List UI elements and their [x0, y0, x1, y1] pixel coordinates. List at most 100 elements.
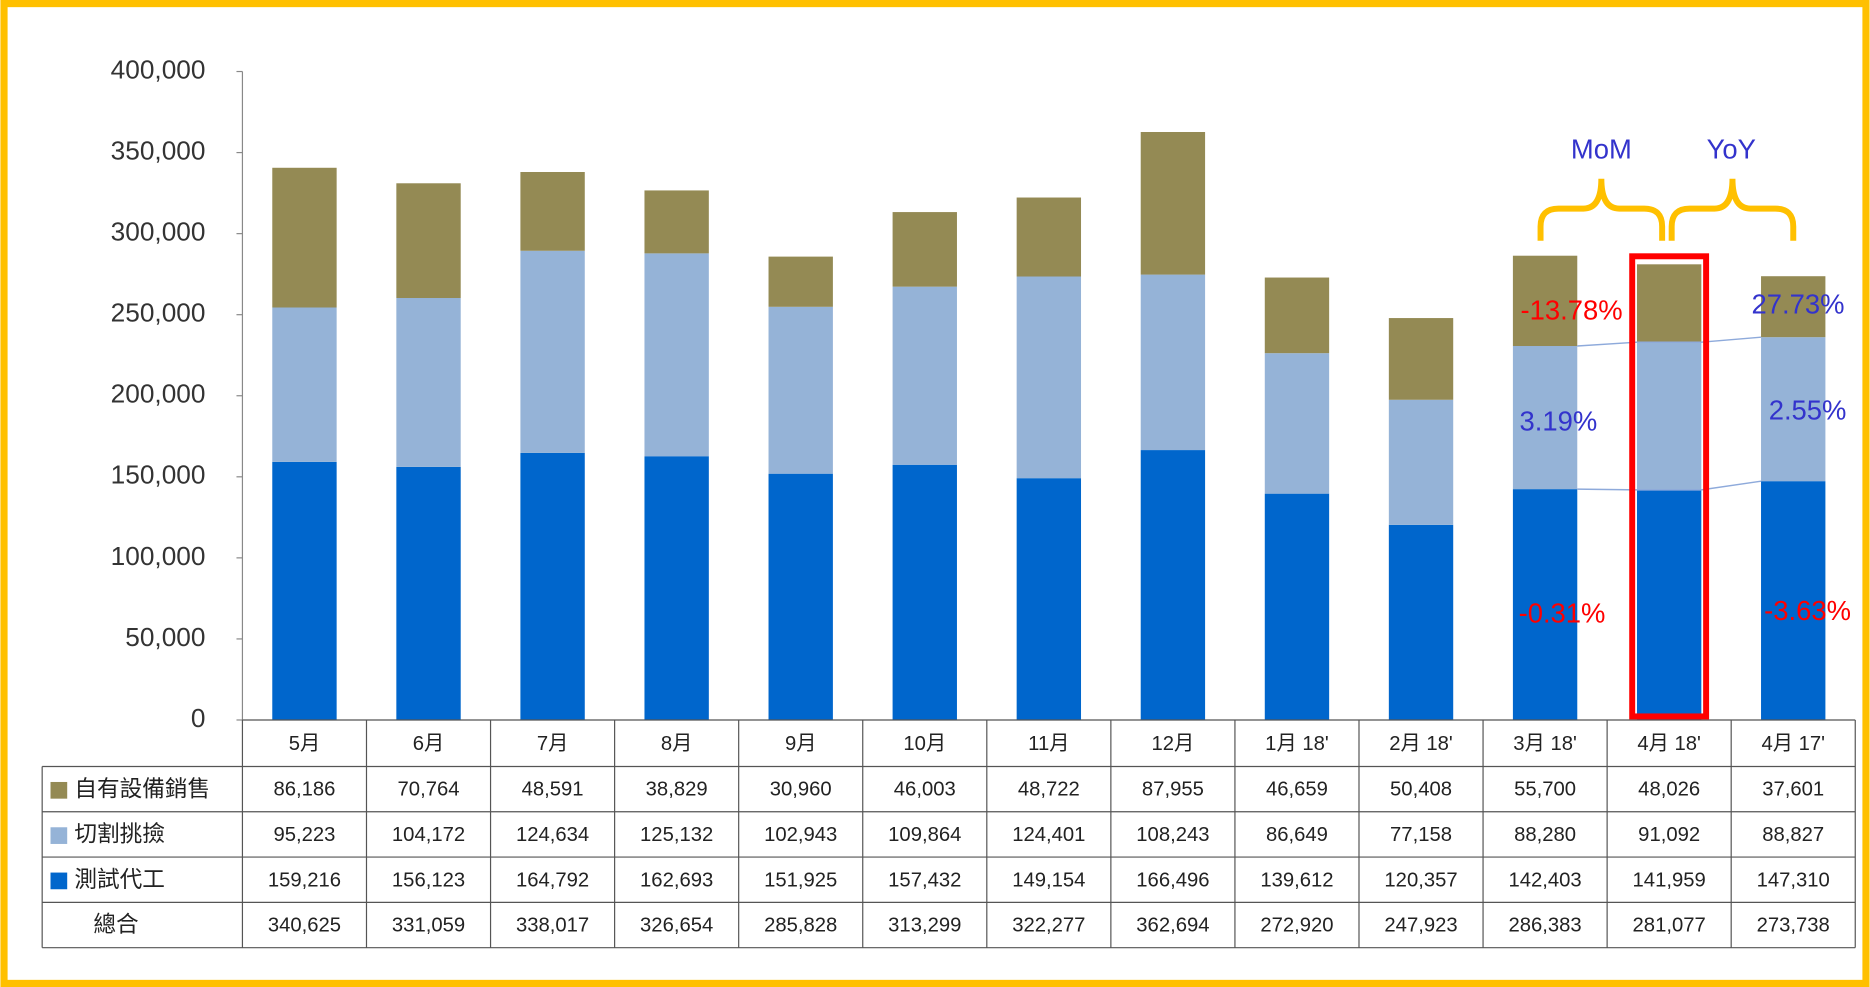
table-cell: 102,943 [764, 824, 837, 846]
table-cell: 55,700 [1514, 779, 1576, 801]
legend-label: 切割挑撿 [74, 822, 164, 847]
x-tick-label: 5月 [289, 733, 321, 755]
table-cell: 88,827 [1762, 824, 1824, 846]
bar-segment [1761, 276, 1826, 338]
table-cell: 322,277 [1012, 915, 1085, 937]
bar-segment [892, 212, 957, 287]
plot: 0 50,000 100,000 150,000 200,000 250,000 300,0… [41, 54, 1856, 949]
legend-swatch [50, 872, 68, 890]
annotation: MoM [1571, 134, 1632, 165]
annotations: MoM YoY -13.78% 27.73% 3.19% 2.55% -0.31… [1519, 134, 1851, 629]
table-cell: 48,026 [1638, 779, 1700, 801]
bar-segment [1512, 346, 1578, 490]
table-cell: 37,601 [1762, 779, 1824, 801]
bar-segment [1761, 481, 1826, 720]
legend-label: 測試代工 [74, 867, 164, 892]
x-tick-label: 9月 [785, 733, 817, 755]
bar-segment [396, 183, 461, 299]
bar-segment [644, 456, 709, 720]
x-tick-label: 1月 18' [1265, 733, 1329, 755]
table-cell: 120,357 [1384, 869, 1457, 891]
table-cell: 272,920 [1260, 915, 1333, 937]
bar-segment [1140, 450, 1206, 720]
brace [1537, 178, 1666, 241]
bar-segment [396, 466, 461, 720]
table-cell: 46,003 [894, 779, 956, 801]
bar-segment [1761, 337, 1826, 482]
bar-segment [396, 298, 461, 467]
table-cell: 30,960 [770, 779, 832, 801]
bar-segment [1636, 264, 1702, 343]
table-cell: 86,649 [1266, 824, 1328, 846]
x-tick-label: 11月 [1028, 733, 1069, 755]
connector [1577, 336, 1762, 347]
table-cell: 88,280 [1514, 824, 1576, 846]
x-tick-label: 6月 [413, 733, 445, 755]
bar-segment [520, 452, 585, 720]
y-tick-label: 150,000 [111, 460, 206, 490]
table-cell: 86,186 [273, 779, 335, 801]
bar-segment [1264, 353, 1330, 494]
table-cell: 362,694 [1136, 915, 1209, 937]
y-tick-label: 200,000 [111, 379, 206, 409]
table-cell: 273,738 [1757, 915, 1830, 937]
table-cell: 48,591 [522, 779, 584, 801]
annotation: 2.55% [1769, 395, 1847, 426]
table-cell: 95,223 [273, 824, 335, 846]
table-cell: 38,829 [646, 779, 708, 801]
bar-segment [272, 307, 337, 462]
row-label: 總合 [93, 912, 138, 937]
annotation: -3.63% [1764, 595, 1851, 626]
table-cell: 281,077 [1633, 915, 1706, 937]
bar-segment [644, 253, 709, 457]
table-cell: 48,722 [1018, 779, 1080, 801]
table-cell: 142,403 [1508, 869, 1581, 891]
table-cell: 164,792 [516, 869, 589, 891]
y-tick-label: 300,000 [111, 217, 206, 247]
bar-segment [272, 461, 337, 720]
bar-segment [1388, 524, 1454, 720]
table-cell: 87,955 [1142, 779, 1204, 801]
table-cell: 108,243 [1136, 824, 1209, 846]
y-tick-label: 250,000 [111, 298, 206, 328]
bar-segment [520, 172, 585, 251]
highlight [1629, 253, 1710, 720]
bar-segment [1636, 489, 1702, 720]
table-cell: 285,828 [764, 915, 837, 937]
brace [1668, 178, 1797, 241]
table-cell: 313,299 [888, 915, 961, 937]
table-cell: 162,693 [640, 869, 713, 891]
table-cell: 70,764 [398, 779, 460, 801]
bar-segment [892, 286, 957, 465]
table-cell: 147,310 [1757, 869, 1830, 891]
bar-segment [1388, 318, 1454, 400]
table-cell: 46,659 [1266, 779, 1328, 801]
bar-segment [1016, 276, 1082, 479]
table-cell: 156,123 [392, 869, 465, 891]
annotation: 27.73% [1752, 289, 1845, 320]
table-cell: 109,864 [888, 824, 961, 846]
bar-segment [1016, 478, 1082, 720]
bar-segment [1636, 342, 1702, 490]
table-cell: 149,154 [1012, 869, 1085, 891]
y-tick-label: 350,000 [111, 136, 206, 166]
y-tick-label: 100,000 [111, 541, 206, 571]
annotation: YoY [1707, 134, 1756, 165]
table-cell: 166,496 [1136, 869, 1209, 891]
annotation: 3.19% [1520, 405, 1598, 436]
bar-segment [1512, 255, 1578, 347]
bar-segment [520, 250, 585, 453]
x-tick-label: 7月 [537, 733, 569, 755]
annotation: -0.31% [1519, 597, 1606, 628]
y-tick-label: 50,000 [125, 622, 205, 652]
legend-swatch [50, 781, 68, 799]
bar-segment [644, 190, 709, 254]
table-cell: 157,432 [888, 869, 961, 891]
bar-segment [892, 464, 957, 720]
x-tick-label: 12月 [1152, 733, 1195, 755]
legend-label: 自有設備銷售 [74, 776, 210, 801]
y-tick-label: 400,000 [111, 54, 206, 84]
table-cell: 247,923 [1384, 915, 1457, 937]
bar-segment [1140, 132, 1206, 275]
bar-segment [1016, 197, 1082, 277]
